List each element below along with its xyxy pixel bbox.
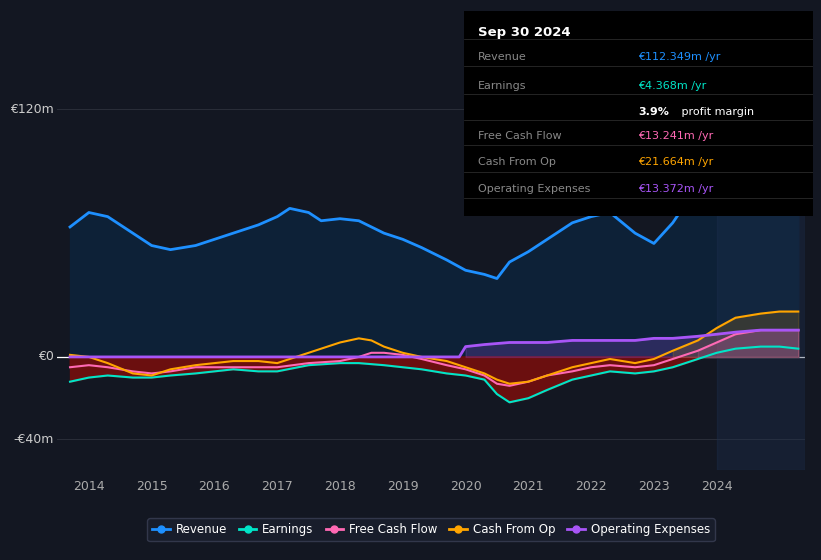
Text: Sep 30 2024: Sep 30 2024 [478, 26, 571, 39]
Text: €21.664m /yr: €21.664m /yr [639, 157, 713, 167]
Bar [717, 78, 805, 470]
Text: Earnings: Earnings [478, 81, 526, 91]
Text: Free Cash Flow: Free Cash Flow [478, 131, 562, 141]
Text: €112.349m /yr: €112.349m /yr [639, 52, 721, 62]
Text: €120m: €120m [10, 103, 53, 116]
Text: profit margin: profit margin [678, 108, 754, 117]
Text: Operating Expenses: Operating Expenses [478, 184, 590, 194]
Text: €0: €0 [38, 351, 53, 363]
Legend: Revenue, Earnings, Free Cash Flow, Cash From Op, Operating Expenses: Revenue, Earnings, Free Cash Flow, Cash … [147, 519, 715, 541]
Text: €13.241m /yr: €13.241m /yr [639, 131, 713, 141]
Text: -€40m: -€40m [13, 433, 53, 446]
Text: Cash From Op: Cash From Op [478, 157, 556, 167]
Text: Revenue: Revenue [478, 52, 526, 62]
Text: €4.368m /yr: €4.368m /yr [639, 81, 707, 91]
Text: €13.372m /yr: €13.372m /yr [639, 184, 713, 194]
Text: 3.9%: 3.9% [639, 108, 669, 117]
